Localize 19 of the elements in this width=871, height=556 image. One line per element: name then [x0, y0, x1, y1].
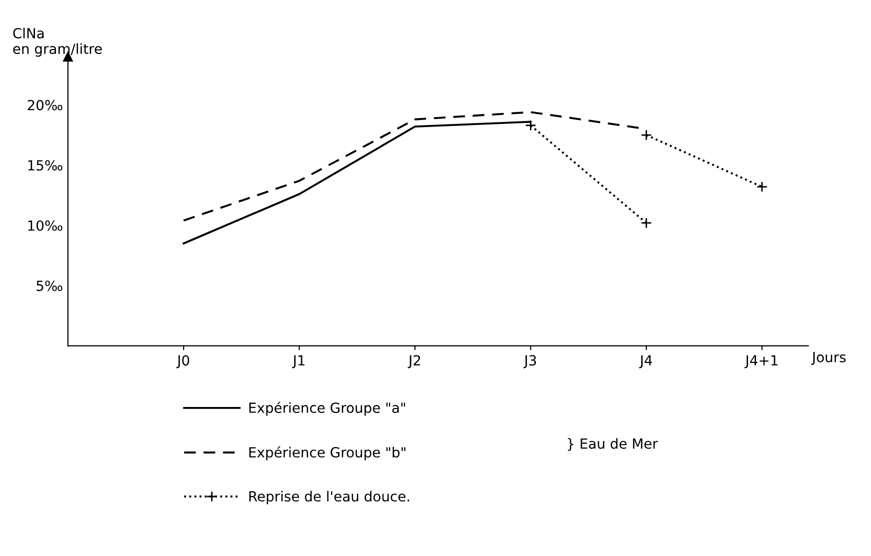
y-tick-label: 20‰: [28, 100, 62, 110]
legend-label: Expérience Groupe "b": [249, 446, 406, 460]
y-tick-label: 10‰: [28, 220, 62, 231]
x-tick-label: J2: [408, 355, 420, 368]
legend-label: Expérience Groupe "a": [249, 402, 406, 416]
point: [640, 217, 652, 229]
point: [640, 129, 652, 141]
x-tick-label: J4: [639, 355, 652, 368]
x-tick-label: J1: [292, 355, 304, 368]
legend-label: Reprise de l'eau douce.: [249, 490, 410, 504]
text: } Eau de Mer: [568, 438, 658, 451]
point: [756, 181, 768, 192]
x-tick-label: J3: [523, 355, 536, 368]
x-tick-label: J4+1: [744, 355, 778, 368]
y-tick-label: 15‰: [28, 160, 62, 171]
y-axis-title: ClNa en gram/litre: [13, 28, 102, 57]
x-axis-title: Jours: [811, 352, 846, 365]
y-tick-label: 5‰: [36, 280, 62, 292]
x-tick-label: J0: [176, 355, 190, 368]
